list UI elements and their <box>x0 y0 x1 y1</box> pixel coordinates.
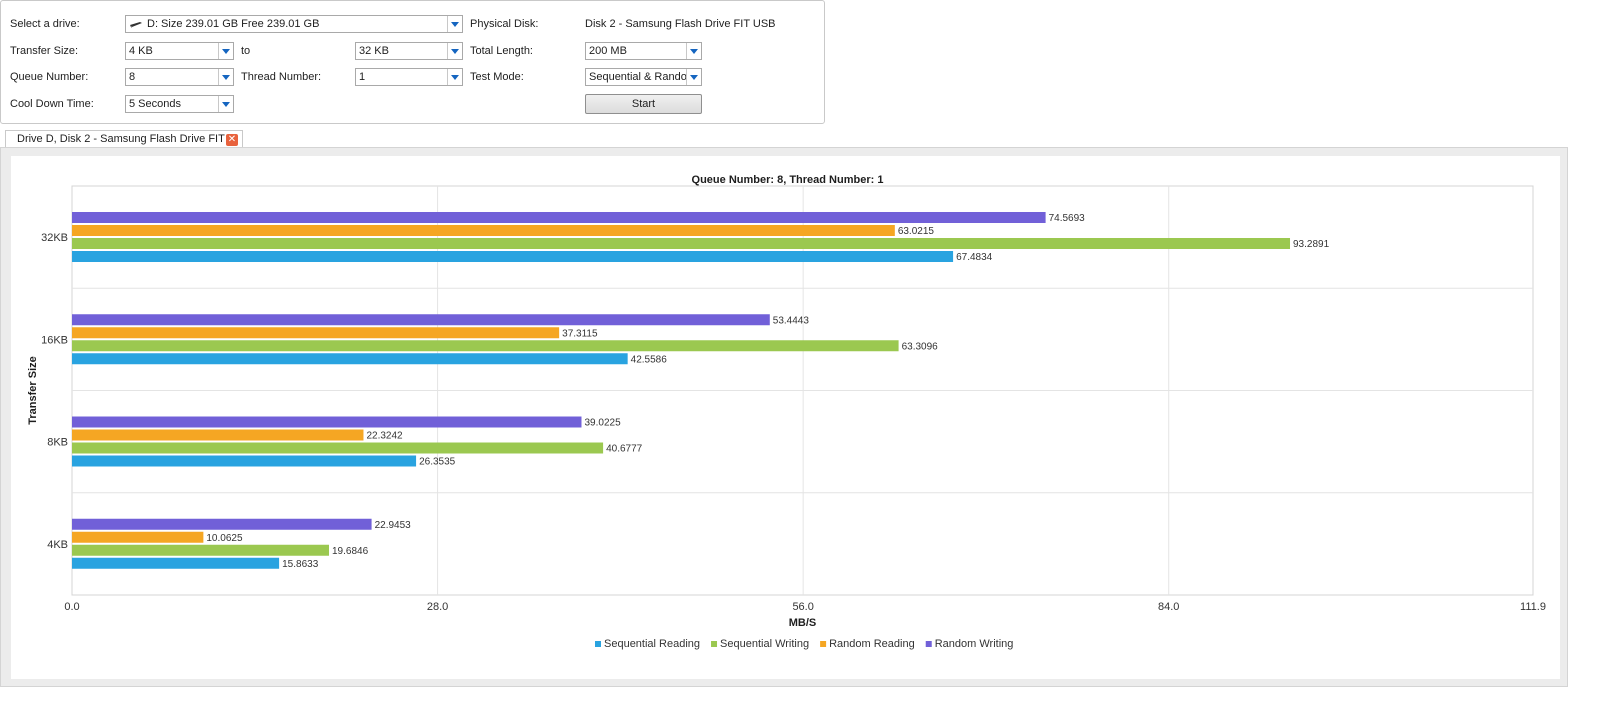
physical-disk-label: Physical Disk: <box>470 18 539 30</box>
bar-value-label: 93.2891 <box>1293 239 1330 250</box>
bar-value-label: 10.0625 <box>206 533 243 544</box>
bar <box>72 416 582 428</box>
chart-container: Queue Number: 8, Thread Number: 1 0.0 28.0… <box>0 147 1568 687</box>
test-mode-select[interactable]: Sequential & Random <box>585 68 702 86</box>
legend-item: Sequential Writing <box>720 638 809 650</box>
bar <box>72 557 280 569</box>
bar <box>72 212 1046 223</box>
legend-swatch <box>820 641 827 647</box>
chevron-down-icon[interactable] <box>218 96 233 112</box>
drive-icon <box>130 22 142 29</box>
bar-value-label: 39.0225 <box>584 418 621 429</box>
cool-down-label: Cool Down Time: <box>10 98 94 110</box>
drive-select-value: D: Size 239.01 GB Free 239.01 GB <box>147 18 320 30</box>
x-axis-title: MB/S <box>789 617 817 629</box>
thread-number-select[interactable]: 1 <box>355 68 463 86</box>
legend-item: Random Writing <box>935 638 1014 650</box>
transfer-size-to-value: 32 KB <box>359 45 389 57</box>
y-tick-label: 8KB <box>47 437 68 449</box>
bar-value-label: 19.6846 <box>332 546 369 557</box>
queue-number-select[interactable]: 8 <box>125 68 234 86</box>
close-icon[interactable]: ✕ <box>226 134 238 146</box>
tab-drive-d[interactable]: Drive D, Disk 2 - Samsung Flash Drive FI… <box>5 130 243 162</box>
chevron-down-icon[interactable] <box>447 69 462 85</box>
bar-value-label: 26.3535 <box>419 457 456 468</box>
legend-item: Random Reading <box>829 638 915 650</box>
bar <box>72 327 560 339</box>
bar-value-label: 67.4834 <box>956 252 993 263</box>
bar-value-label: 63.3096 <box>902 341 939 352</box>
bar <box>72 531 204 543</box>
bar <box>72 225 895 236</box>
start-button[interactable]: Start <box>585 94 702 114</box>
bar-value-label: 22.9453 <box>375 520 412 531</box>
select-drive-label: Select a drive: <box>10 18 80 30</box>
bar <box>72 251 954 262</box>
queue-number-label: Queue Number: <box>10 71 89 83</box>
total-length-select[interactable]: 200 MB <box>585 42 702 60</box>
bar-value-label: 15.8633 <box>282 559 319 570</box>
test-mode-label: Test Mode: <box>470 71 524 83</box>
queue-number-value: 8 <box>129 71 136 83</box>
bar <box>72 314 770 326</box>
cool-down-value: 5 Seconds <box>129 98 181 110</box>
y-axis-title: Transfer Size <box>27 356 39 424</box>
x-tick-label: 56.0 <box>792 601 813 613</box>
cool-down-select[interactable]: 5 Seconds <box>125 95 234 113</box>
physical-disk-value: Disk 2 - Samsung Flash Drive FIT USB <box>585 18 776 30</box>
to-label: to <box>241 45 251 57</box>
transfer-size-label: Transfer Size: <box>10 45 79 57</box>
chart-title: Queue Number: 8, Thread Number: 1 <box>692 174 884 186</box>
thread-number-value: 1 <box>359 71 366 83</box>
legend-swatch <box>595 641 601 647</box>
transfer-size-from-value: 4 KB <box>129 45 153 57</box>
thread-number-label: Thread Number: <box>241 71 322 83</box>
transfer-size-to-select[interactable]: 32 KB <box>355 42 463 60</box>
x-tick-label: 84.0 <box>1158 601 1179 613</box>
bar <box>72 340 899 352</box>
x-tick-label: 28.0 <box>427 601 448 613</box>
x-tick-label: 0.0 <box>64 601 79 613</box>
chevron-down-icon[interactable] <box>447 16 462 32</box>
bar <box>72 353 628 365</box>
legend-item: Sequential Reading <box>604 638 700 650</box>
transfer-size-from-select[interactable]: 4 KB <box>125 42 234 60</box>
bar-value-label: 22.3242 <box>366 431 403 442</box>
bar <box>72 518 372 530</box>
chevron-down-icon[interactable] <box>686 43 701 59</box>
total-length-value: 200 MB <box>589 45 627 57</box>
chevron-down-icon[interactable] <box>218 43 233 59</box>
bar-value-label: 37.3115 <box>562 328 598 339</box>
settings-panel: Select a drive: D: Size 239.01 GB Free 2… <box>0 0 825 124</box>
legend-swatch <box>711 641 718 647</box>
total-length-label: Total Length: <box>470 45 533 57</box>
bar <box>72 442 604 454</box>
bar-value-label: 63.0215 <box>898 226 935 237</box>
x-tick-label: 111.9 <box>1520 601 1546 613</box>
drive-select[interactable]: D: Size 239.01 GB Free 239.01 GB <box>125 15 463 33</box>
bar-value-label: 40.6777 <box>606 444 643 455</box>
bar-value-label: 42.5586 <box>631 354 668 365</box>
test-mode-value: Sequential & Random <box>589 71 697 83</box>
legend-swatch <box>925 641 932 647</box>
bar-value-label: 74.5693 <box>1049 213 1086 224</box>
y-tick-label: 16KB <box>41 334 68 346</box>
bar <box>72 429 364 441</box>
chevron-down-icon[interactable] <box>686 69 701 85</box>
y-tick-label: 32KB <box>41 232 68 244</box>
chevron-down-icon[interactable] <box>447 43 462 59</box>
bar-value-label: 53.4443 <box>773 315 810 326</box>
bar <box>72 544 330 556</box>
bar-chart: Queue Number: 8, Thread Number: 1 0.0 28.0… <box>27 174 1546 650</box>
chevron-down-icon[interactable] <box>218 69 233 85</box>
tab-bar: Drive D, Disk 2 - Samsung Flash Drive FI… <box>0 130 1600 162</box>
y-tick-label: 4KB <box>47 539 68 551</box>
bar <box>72 455 417 467</box>
bar <box>72 238 1291 249</box>
chart-area: Queue Number: 8, Thread Number: 1 0.0 28.0… <box>11 156 1560 679</box>
